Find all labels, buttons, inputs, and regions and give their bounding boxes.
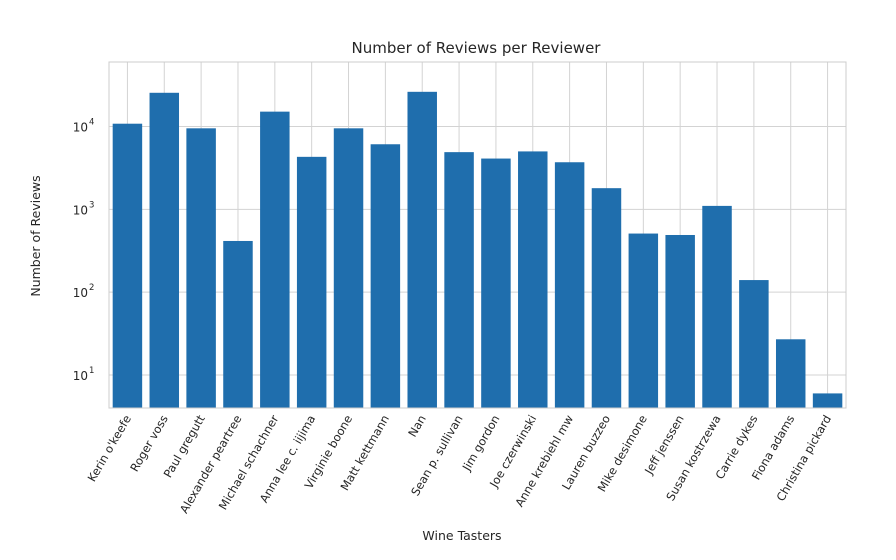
- y-tick-exponent: 4: [89, 117, 94, 127]
- bar: [370, 144, 401, 409]
- bar: [296, 156, 327, 408]
- bar: [665, 234, 695, 408]
- plot-frame: [108, 61, 847, 409]
- chart-title: Number of Reviews per Reviewer: [352, 39, 602, 57]
- bar: [518, 151, 548, 408]
- x-tick-label: Kerin o'keefe: [85, 413, 134, 485]
- y-tick-exponent: 2: [89, 283, 94, 293]
- bar: [812, 393, 843, 408]
- bar: [591, 188, 622, 408]
- y-tick-label: 10: [73, 286, 88, 300]
- bar: [739, 280, 769, 408]
- bar: [554, 162, 585, 408]
- y-tick-label: 10: [73, 120, 88, 134]
- bar: [407, 91, 437, 408]
- bar: [481, 158, 511, 408]
- x-tick-label: Nan: [405, 413, 429, 440]
- y-tick-exponent: 1: [89, 366, 94, 376]
- y-tick-label: 10: [73, 369, 88, 383]
- bars-layer: [112, 91, 843, 409]
- y-tick-label: 10: [73, 203, 88, 217]
- bar: [260, 111, 290, 409]
- bar: [149, 92, 180, 408]
- x-axis-label: Wine Tasters: [422, 528, 501, 543]
- y-tick-exponent: 3: [89, 200, 94, 210]
- bar: [112, 123, 143, 408]
- bar: [444, 152, 474, 408]
- y-axis-label: Number of Reviews: [28, 175, 43, 296]
- bar: [775, 339, 806, 408]
- bar: [702, 205, 732, 408]
- grid-layer: [109, 62, 846, 408]
- bar: [628, 233, 659, 408]
- bar: [186, 128, 216, 408]
- bar: [223, 240, 253, 408]
- bar: [333, 128, 364, 408]
